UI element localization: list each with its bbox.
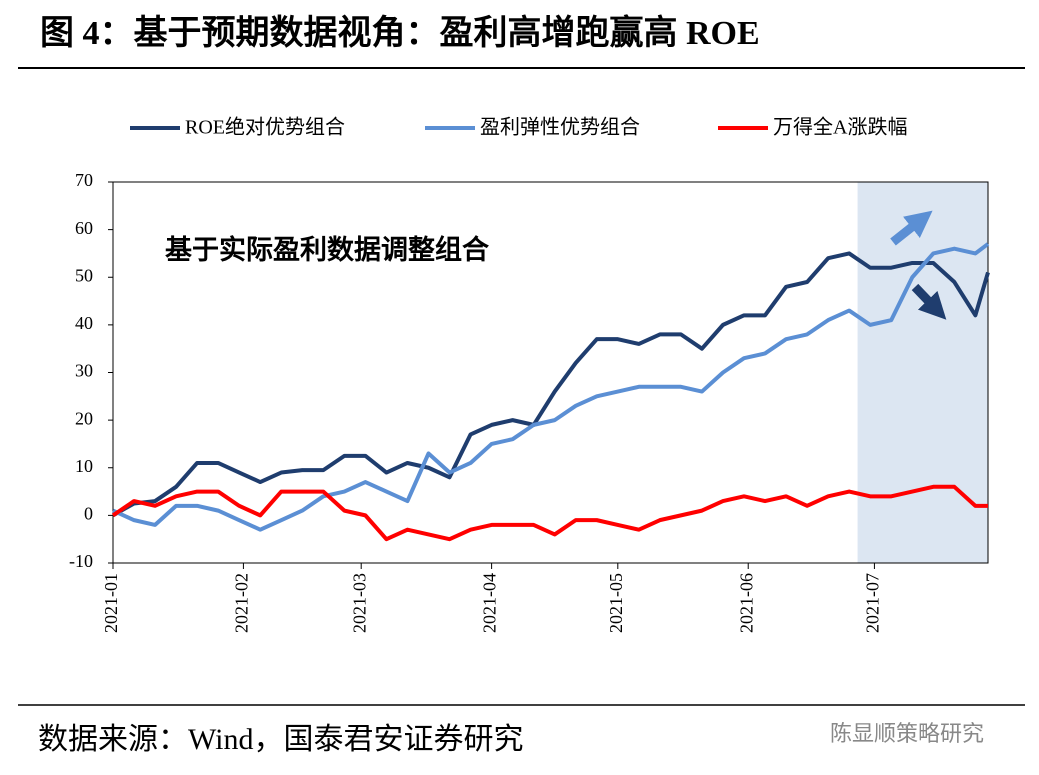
source: 数据来源：Wind，国泰君安证券研究 <box>38 723 523 756</box>
x-tick-label: 2021-04 <box>480 573 500 633</box>
y-tick-label: 30 <box>75 361 93 381</box>
plot: -10 0 10 20 30 40 50 60 70 2021-01 2021-02 2021-03 2… <box>69 170 990 633</box>
series-line <box>112 251 990 518</box>
watermark: 陈显顺策略研究 <box>830 722 984 747</box>
y-tick-label: 50 <box>75 265 93 285</box>
x-tick-label: 2021-03 <box>349 573 369 633</box>
series-line <box>112 242 990 532</box>
x-tick-label: 2021-05 <box>606 573 626 633</box>
highlight-region <box>857 182 988 563</box>
y-tick-label: 0 <box>84 504 93 524</box>
legend-label: 盈利弹性优势组合 <box>480 116 640 139</box>
x-tick-label: 2021-07 <box>863 573 883 633</box>
y-tick-label: 60 <box>75 218 93 238</box>
y-tick-label: 20 <box>75 408 93 428</box>
legend-label: 万得全A涨跌幅 <box>773 116 907 139</box>
down-arrow <box>911 283 947 320</box>
x-tick-label: 2021-01 <box>101 573 121 633</box>
y-tick-label: 10 <box>75 456 93 476</box>
x-tick-label: 2021-06 <box>736 573 756 633</box>
series-line <box>111 484 988 542</box>
x-tick-label: 2021-02 <box>232 573 252 633</box>
plot-frame <box>112 181 989 564</box>
y-tick-label: 70 <box>75 170 93 190</box>
chart-title: 图 4：基于预期数据视角：盈利高增跑赢高 ROE <box>40 13 760 52</box>
up-arrow <box>890 210 933 246</box>
y-tick-label: -10 <box>69 551 93 571</box>
annotation: 基于实际盈利数据调整组合 <box>165 234 489 265</box>
legend-label: ROE绝对优势组合 <box>185 116 345 139</box>
y-tick-label: 40 <box>75 313 93 333</box>
